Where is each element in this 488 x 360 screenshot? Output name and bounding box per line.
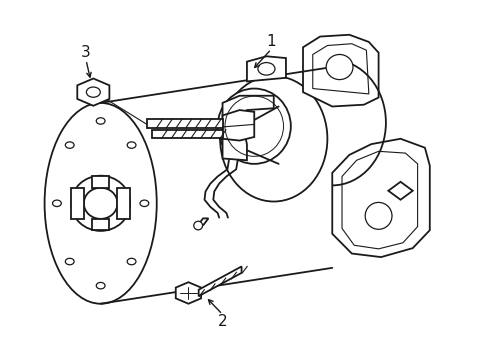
- Polygon shape: [147, 119, 222, 128]
- Polygon shape: [198, 219, 208, 225]
- Ellipse shape: [71, 176, 130, 231]
- Polygon shape: [246, 56, 285, 81]
- Polygon shape: [303, 35, 378, 107]
- Polygon shape: [77, 78, 109, 106]
- Ellipse shape: [140, 200, 148, 207]
- Ellipse shape: [65, 258, 74, 265]
- Ellipse shape: [83, 188, 117, 219]
- Ellipse shape: [65, 142, 74, 148]
- Ellipse shape: [220, 76, 327, 202]
- Ellipse shape: [127, 142, 136, 148]
- Polygon shape: [387, 182, 412, 200]
- Ellipse shape: [325, 54, 352, 80]
- Ellipse shape: [44, 103, 157, 304]
- Ellipse shape: [52, 200, 61, 207]
- Polygon shape: [222, 96, 273, 134]
- Ellipse shape: [86, 87, 100, 97]
- Polygon shape: [222, 134, 246, 160]
- Text: 1: 1: [266, 35, 276, 49]
- Text: 2: 2: [217, 314, 227, 329]
- Polygon shape: [92, 176, 109, 188]
- Ellipse shape: [127, 258, 136, 265]
- Ellipse shape: [96, 118, 105, 124]
- Polygon shape: [331, 139, 429, 257]
- Polygon shape: [222, 110, 254, 140]
- Polygon shape: [152, 130, 222, 138]
- Polygon shape: [71, 188, 83, 219]
- Ellipse shape: [193, 221, 202, 230]
- Polygon shape: [175, 282, 201, 304]
- Ellipse shape: [257, 63, 274, 75]
- Text: 3: 3: [81, 45, 91, 60]
- Polygon shape: [198, 266, 241, 296]
- Ellipse shape: [365, 202, 391, 229]
- Polygon shape: [117, 188, 129, 219]
- Polygon shape: [92, 219, 109, 230]
- Ellipse shape: [96, 282, 105, 289]
- Ellipse shape: [217, 89, 290, 164]
